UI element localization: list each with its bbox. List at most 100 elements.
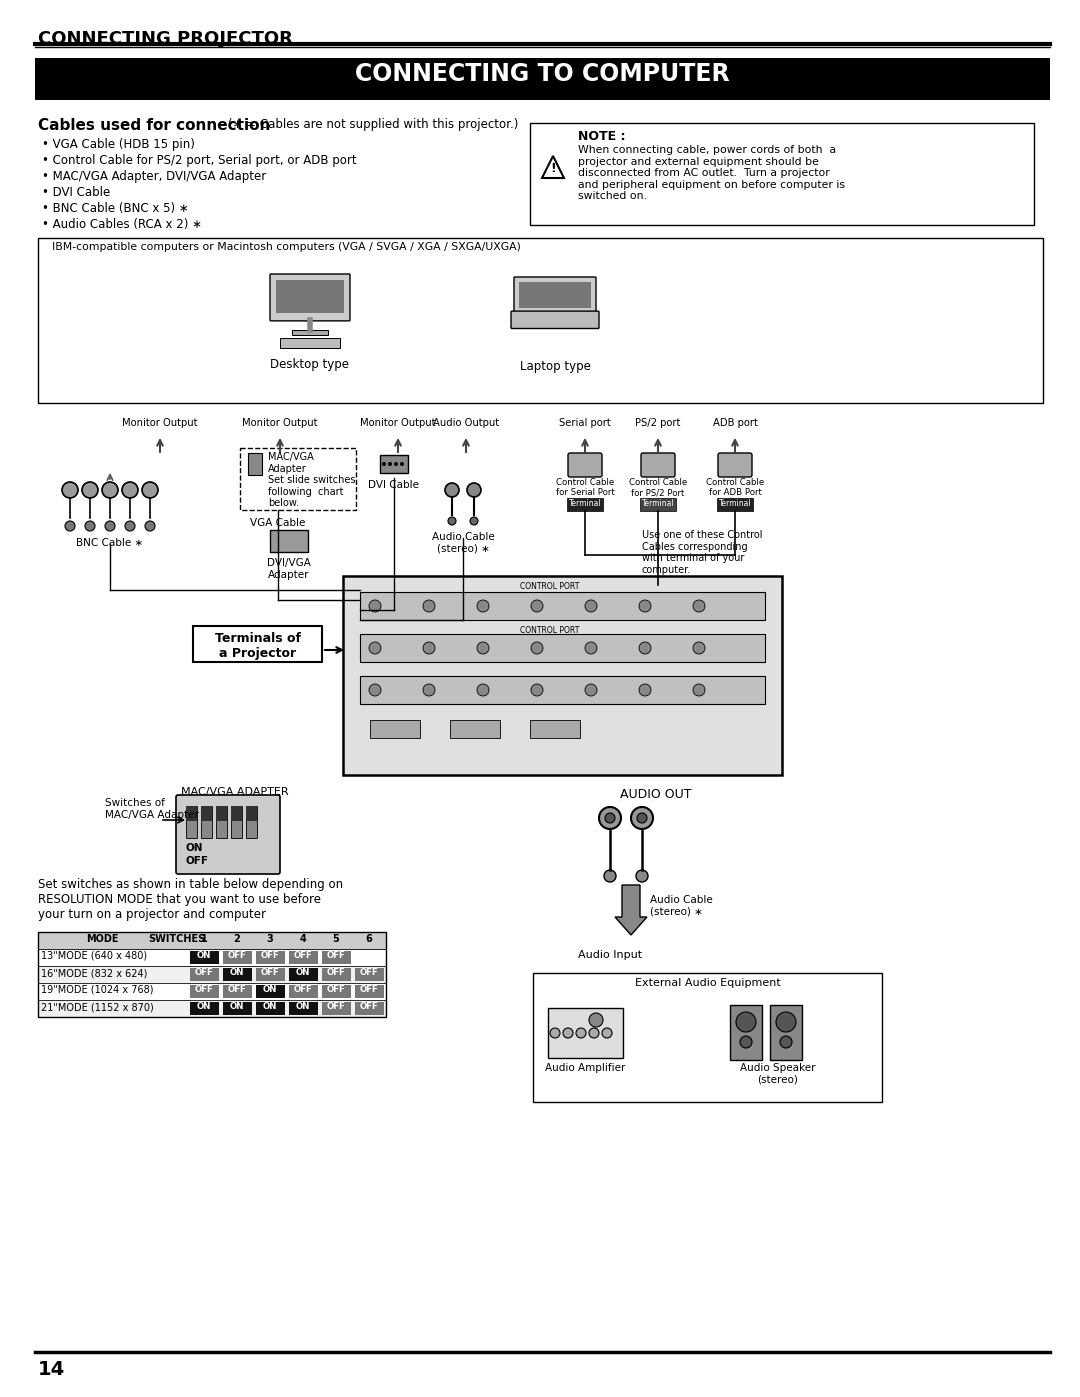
- Text: ON: ON: [230, 968, 244, 977]
- Bar: [289, 985, 318, 997]
- Circle shape: [637, 813, 647, 823]
- Text: OFF: OFF: [260, 968, 280, 977]
- FancyBboxPatch shape: [718, 453, 752, 476]
- Text: Audio Output: Audio Output: [433, 418, 499, 427]
- Bar: [231, 806, 242, 821]
- Circle shape: [631, 807, 653, 828]
- Bar: [322, 951, 351, 964]
- Text: Serial port: Serial port: [559, 418, 611, 427]
- Bar: [355, 968, 384, 981]
- Bar: [256, 968, 285, 981]
- Bar: [276, 279, 345, 313]
- Text: Control Cable
for PS/2 Port: Control Cable for PS/2 Port: [629, 478, 687, 497]
- Circle shape: [467, 483, 481, 497]
- Bar: [246, 806, 257, 838]
- Bar: [292, 330, 328, 335]
- Circle shape: [145, 521, 156, 531]
- Circle shape: [369, 599, 381, 612]
- FancyBboxPatch shape: [193, 626, 322, 662]
- Text: AUDIO OUT: AUDIO OUT: [620, 788, 691, 800]
- FancyBboxPatch shape: [38, 237, 1043, 402]
- Text: • Audio Cables (RCA x 2) ∗: • Audio Cables (RCA x 2) ∗: [42, 218, 202, 231]
- Circle shape: [585, 685, 597, 696]
- Bar: [450, 719, 500, 738]
- Bar: [248, 453, 262, 475]
- FancyBboxPatch shape: [642, 453, 675, 476]
- Bar: [190, 985, 219, 997]
- Text: Control Cable
for Serial Port: Control Cable for Serial Port: [555, 478, 615, 497]
- FancyArrow shape: [615, 886, 647, 935]
- Text: CONNECTING PROJECTOR: CONNECTING PROJECTOR: [38, 29, 293, 47]
- Bar: [38, 1000, 386, 1017]
- Text: 4: 4: [299, 935, 307, 944]
- Text: Terminal: Terminal: [718, 499, 752, 509]
- Circle shape: [740, 1037, 752, 1048]
- Circle shape: [423, 685, 435, 696]
- Text: CONNECTING TO COMPUTER: CONNECTING TO COMPUTER: [354, 61, 729, 87]
- Text: • Control Cable for PS/2 port, Serial port, or ADB port: • Control Cable for PS/2 port, Serial po…: [42, 154, 356, 168]
- Bar: [222, 1002, 252, 1016]
- Bar: [530, 719, 580, 738]
- Bar: [730, 1004, 762, 1060]
- Bar: [222, 951, 252, 964]
- FancyBboxPatch shape: [35, 59, 1050, 101]
- Bar: [380, 455, 408, 474]
- Text: 16"MODE (832 x 624): 16"MODE (832 x 624): [41, 968, 147, 978]
- Text: External Audio Equipment: External Audio Equipment: [635, 978, 781, 988]
- Bar: [289, 1002, 318, 1016]
- Circle shape: [563, 1028, 573, 1038]
- Text: Monitor Output: Monitor Output: [242, 418, 318, 427]
- Text: CONTROL PORT: CONTROL PORT: [519, 626, 579, 636]
- Bar: [256, 985, 285, 997]
- Bar: [216, 806, 227, 838]
- Circle shape: [604, 870, 616, 882]
- Text: Control Cable
for ADB Port: Control Cable for ADB Port: [706, 478, 765, 497]
- Bar: [370, 719, 420, 738]
- Circle shape: [388, 462, 392, 467]
- Circle shape: [105, 521, 114, 531]
- FancyBboxPatch shape: [568, 453, 602, 476]
- FancyBboxPatch shape: [176, 795, 280, 875]
- Circle shape: [382, 462, 386, 467]
- Text: When connecting cable, power cords of both  a
projector and external equipment s: When connecting cable, power cords of bo…: [578, 145, 845, 201]
- Circle shape: [423, 643, 435, 654]
- Text: ON: ON: [296, 1002, 310, 1011]
- Bar: [38, 932, 386, 1017]
- Text: OFF: OFF: [360, 985, 378, 995]
- Circle shape: [477, 643, 489, 654]
- Text: MAC/VGA ADAPTER: MAC/VGA ADAPTER: [181, 787, 288, 798]
- Text: (∗ = Cables are not supplied with this projector.): (∗ = Cables are not supplied with this p…: [228, 117, 518, 131]
- Text: OFF: OFF: [360, 1002, 378, 1011]
- Bar: [222, 985, 252, 997]
- Text: OFF: OFF: [326, 951, 346, 960]
- Text: 5: 5: [333, 935, 339, 944]
- Text: OFF: OFF: [360, 968, 378, 977]
- Circle shape: [394, 462, 399, 467]
- Circle shape: [585, 599, 597, 612]
- Bar: [519, 282, 591, 309]
- Text: • MAC/VGA Adapter, DVI/VGA Adapter: • MAC/VGA Adapter, DVI/VGA Adapter: [42, 170, 267, 183]
- Circle shape: [470, 517, 478, 525]
- Bar: [222, 968, 252, 981]
- Text: OFF: OFF: [228, 985, 246, 995]
- Circle shape: [102, 482, 118, 497]
- Bar: [280, 338, 340, 348]
- Circle shape: [122, 482, 138, 497]
- Circle shape: [605, 813, 615, 823]
- Circle shape: [639, 685, 651, 696]
- Circle shape: [639, 599, 651, 612]
- Text: MODE: MODE: [85, 935, 118, 944]
- Text: ON: ON: [186, 842, 203, 854]
- Circle shape: [693, 685, 705, 696]
- Text: ON: ON: [296, 968, 310, 977]
- Circle shape: [448, 517, 456, 525]
- Circle shape: [531, 643, 543, 654]
- Circle shape: [62, 482, 78, 497]
- Bar: [360, 634, 765, 662]
- Text: ON: ON: [262, 985, 278, 995]
- Circle shape: [65, 521, 75, 531]
- Text: Terminals of
a Projector: Terminals of a Projector: [215, 631, 301, 659]
- Circle shape: [531, 685, 543, 696]
- Bar: [201, 806, 212, 821]
- Text: 1: 1: [201, 935, 207, 944]
